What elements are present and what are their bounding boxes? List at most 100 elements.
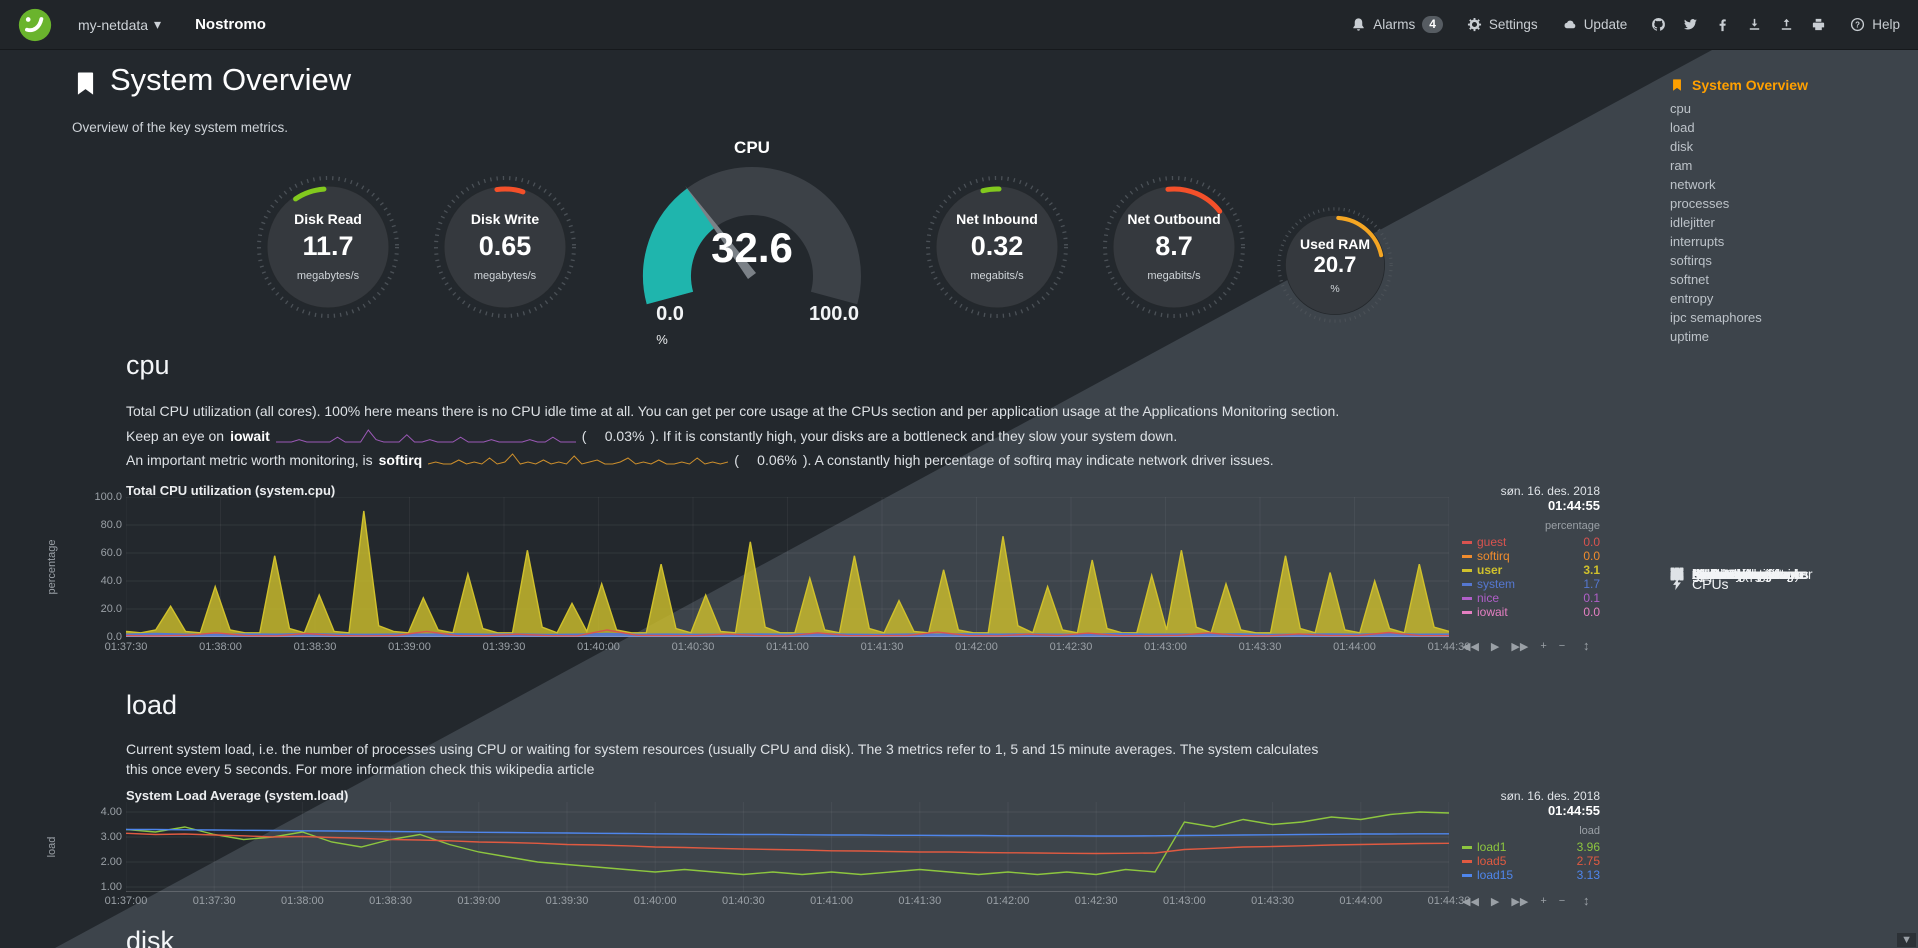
- sidebar-item[interactable]: entropy: [1670, 289, 1914, 308]
- my-netdata-dropdown[interactable]: my-netdata ▾: [72, 15, 167, 34]
- hostname[interactable]: Nostromo: [195, 16, 266, 33]
- y-tick-label: 100.0: [94, 491, 122, 503]
- dial-tick-ring: [926, 176, 1068, 318]
- content-layer: System Overview Overview of the key syst…: [0, 50, 1918, 948]
- legend-row[interactable]: guest 0.0: [1462, 535, 1600, 549]
- sidebar-item[interactable]: grafana: [1670, 125, 1918, 948]
- legend-row[interactable]: load1 3.96: [1462, 840, 1600, 854]
- legend-name: user: [1477, 563, 1503, 577]
- chart-control-button[interactable]: −: [1558, 640, 1566, 652]
- sidebar-item[interactable]: docker-magicmirror: [1670, 125, 1918, 948]
- sidebar-item[interactable]: cpu: [1670, 99, 1914, 118]
- sidebar-item-label: entropy: [1670, 291, 1714, 306]
- gauge-dial[interactable]: Net Outbound 8.7 megabits/s: [1099, 172, 1249, 322]
- cpu-chart-plot[interactable]: [126, 497, 1449, 637]
- navbar-social-group: [1651, 17, 1826, 32]
- chart-control-button[interactable]: ◀◀: [1462, 641, 1479, 653]
- sidebar-item[interactable]: network: [1670, 175, 1914, 194]
- sidebar-item[interactable]: ram: [1670, 156, 1914, 175]
- legend-name-wrap: load1: [1462, 840, 1506, 854]
- chart-control-button[interactable]: +: [1540, 895, 1547, 907]
- sidebar-item[interactable]: Firewall (netfilter): [1670, 125, 1918, 948]
- legend-row[interactable]: load5 2.75: [1462, 854, 1600, 868]
- x-tick-label: 01:40:30: [721, 895, 765, 907]
- sparkline-path: [275, 429, 576, 443]
- scroll-down-indicator[interactable]: ▼: [1897, 933, 1916, 947]
- alarms-button[interactable]: Alarms 4: [1351, 16, 1443, 33]
- legend-row[interactable]: system 1.7: [1462, 577, 1600, 591]
- netdata-logo[interactable]: [18, 8, 52, 42]
- github-button[interactable]: [1651, 17, 1666, 32]
- sidebar-item[interactable]: hddtemp: [1670, 125, 1918, 948]
- print-button[interactable]: [1811, 17, 1826, 32]
- help-button[interactable]: Help: [1850, 17, 1900, 32]
- chart-control-button[interactable]: ▶: [1490, 641, 1500, 653]
- cpu-gauge-chart[interactable]: CPU 32.6 0.0 100.0 %: [600, 138, 904, 362]
- sidebar-item[interactable]: CPUs: [1670, 135, 1918, 948]
- sidebar-item[interactable]: Networking Stack: [1670, 125, 1918, 948]
- legend-row[interactable]: user 3.1: [1462, 563, 1600, 577]
- chart-resize-handle[interactable]: ↕: [1583, 638, 1590, 653]
- sidebar-item-label: disk: [1670, 139, 1694, 154]
- dial-tick-ring: [1103, 176, 1245, 318]
- chart-control-button[interactable]: +: [1540, 640, 1547, 652]
- gauge-dial[interactable]: Disk Read 11.7 megabytes/s: [253, 172, 403, 322]
- sidebar-item[interactable]: softnet: [1670, 270, 1914, 289]
- sidebar-item[interactable]: User Groups: [1670, 125, 1918, 948]
- chart-control-button[interactable]: ◀◀: [1462, 896, 1479, 908]
- gauge-dial[interactable]: Disk Write 0.65 megabytes/s: [430, 172, 580, 322]
- sidebar-item[interactable]: firefox: [1670, 125, 1918, 948]
- dial-unit: megabits/s: [1147, 269, 1201, 282]
- sidebar-item[interactable]: grafana-scripts: [1670, 125, 1918, 948]
- x-axis-ticks: 01:37:30 01:38:00 01:38:30 01:39:00 01:39:30…: [105, 641, 1471, 655]
- chart-control-button[interactable]: ▶▶: [1511, 896, 1529, 908]
- sidebar-item[interactable]: interrupts: [1670, 232, 1914, 251]
- sidebar-item-label: softirqs: [1670, 253, 1712, 268]
- sidebar-item[interactable]: System Overview: [1670, 75, 1914, 95]
- sidebar-item[interactable]: IPv6 Networking: [1670, 125, 1918, 948]
- sidebar-item[interactable]: idlejitter: [1670, 213, 1914, 232]
- sidebar-item[interactable]: calibreweb: [1670, 125, 1918, 948]
- sidebar-item[interactable]: apacheguacamole: [1670, 125, 1918, 948]
- sidebar-item[interactable]: uptime: [1670, 327, 1914, 346]
- sidebar-item[interactable]: processes: [1670, 194, 1914, 213]
- update-button[interactable]: Update: [1562, 17, 1627, 32]
- legend-row[interactable]: softirq 0.0: [1462, 549, 1600, 563]
- legend-swatch: [1462, 610, 1472, 614]
- x-tick-label: 01:44:00: [1333, 641, 1376, 653]
- sidebar-item[interactable]: disk: [1670, 137, 1914, 156]
- chart-control-button[interactable]: ▶: [1490, 896, 1500, 908]
- sidebar-item[interactable]: Applications: [1670, 125, 1918, 948]
- sidebar-item[interactable]: Memory: [1670, 125, 1918, 948]
- chart-control-button[interactable]: −: [1558, 895, 1566, 907]
- sidebar-item[interactable]: softirqs: [1670, 251, 1914, 270]
- sidebar-item[interactable]: binhex-delugevpn: [1670, 125, 1918, 948]
- legend-row[interactable]: load15 3.13: [1462, 868, 1600, 882]
- wikipedia-link[interactable]: wikipedia article: [495, 760, 595, 777]
- sidebar-item[interactable]: Users: [1670, 125, 1918, 948]
- sidebar-item[interactable]: Disks: [1670, 125, 1918, 948]
- settings-button[interactable]: Settings: [1467, 17, 1538, 32]
- used-ram-dial[interactable]: Used RAM 20.7 %: [1274, 204, 1396, 326]
- legend-name-wrap: load5: [1462, 854, 1506, 868]
- load-chart-plot[interactable]: [126, 802, 1449, 892]
- legend-row[interactable]: nice 0.1: [1462, 591, 1600, 605]
- export-snapshot-button[interactable]: [1747, 17, 1762, 32]
- cpu-chart: Total CPU utilization (system.cpu) perce…: [0, 483, 1918, 663]
- gauge-dial[interactable]: Net Inbound 0.32 megabits/s: [922, 172, 1072, 322]
- sidebar-item[interactable]: IPv4 Networking: [1670, 125, 1918, 948]
- x-tick-label: 01:44:30: [1427, 895, 1471, 907]
- chart-resize-handle[interactable]: ↕: [1583, 893, 1590, 908]
- legend-row[interactable]: iowait 0.0: [1462, 605, 1600, 619]
- sidebar-item[interactable]: BTRFS filesystem: [1670, 125, 1918, 948]
- sidebar-item[interactable]: ipc semaphores: [1670, 308, 1914, 327]
- sidebar-item[interactable]: docker-plpp: [1670, 125, 1918, 948]
- import-snapshot-button[interactable]: [1779, 17, 1794, 32]
- sidebar-item[interactable]: Network Interfaces: [1670, 125, 1918, 948]
- chart-control-button[interactable]: ▶▶: [1511, 641, 1529, 653]
- sidebar-item[interactable]: binhex-krusader: [1670, 125, 1918, 948]
- twitter-button[interactable]: [1683, 17, 1698, 32]
- sidebar-item[interactable]: load: [1670, 118, 1914, 137]
- sidebar-item[interactable]: grafana-new: [1670, 125, 1918, 948]
- facebook-button[interactable]: [1715, 17, 1730, 32]
